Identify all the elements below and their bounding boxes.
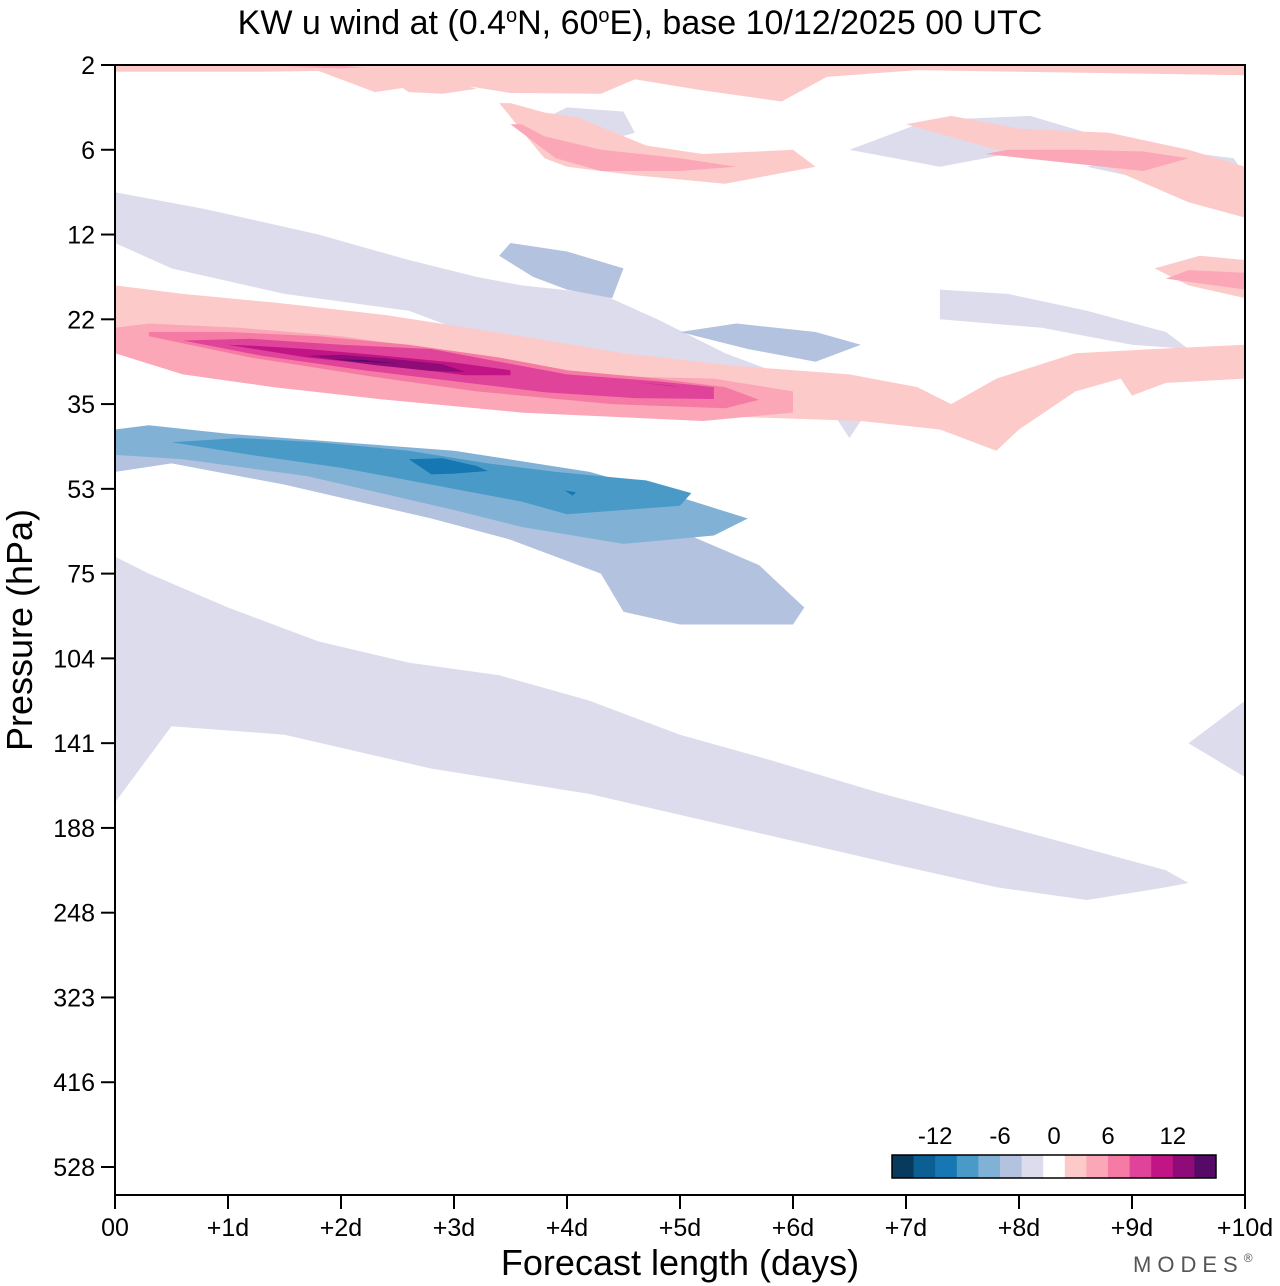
colorbar-swatch-12 (1151, 1155, 1174, 1178)
contour-neg10-shape-0 (408, 458, 488, 475)
y-axis-title: Pressure (hPa) (0, 509, 40, 751)
colorbar-swatch-5 (1000, 1155, 1023, 1178)
colorbar-label-1: -6 (989, 1123, 1010, 1150)
colorbar-swatch-8 (1064, 1155, 1087, 1178)
x-tick-label-1: +1d (207, 1214, 249, 1242)
contour-pos2-shape-4 (374, 69, 477, 94)
contour-neg4-shape-2 (680, 323, 861, 362)
contour-pos2-shape-1 (115, 65, 1245, 102)
colorbar-swatch-13 (1172, 1155, 1195, 1178)
x-tick-label-2: +2d (320, 1214, 362, 1242)
colorbar-swatch-1 (913, 1155, 936, 1178)
contour-neg4-shape-1 (499, 243, 624, 299)
colorbar-swatch-9 (1086, 1155, 1109, 1178)
y-tick-label-5: 53 (67, 476, 95, 504)
contour-neg2-shape-2 (939, 289, 1189, 349)
contour-neg8-shape-0 (171, 438, 692, 515)
colorbar-swatch-14 (1194, 1155, 1217, 1178)
y-tick-label-8: 141 (53, 730, 95, 758)
contour-pos12-shape-0 (307, 354, 466, 372)
x-tick-label-0: 00 (101, 1214, 129, 1242)
x-tick-label-6: +6d (772, 1214, 814, 1242)
x-tick-label-3: +3d (433, 1214, 475, 1242)
y-tick-label-0: 2 (81, 52, 95, 80)
x-tick-label-9: +9d (1111, 1214, 1153, 1242)
colorbar-label-2: 0 (1047, 1123, 1060, 1150)
colorbar-swatch-2 (935, 1155, 958, 1178)
y-tick-label-4: 35 (67, 391, 95, 419)
colorbar-label-3: 6 (1101, 1123, 1114, 1150)
contour-pos10-shape-1 (634, 382, 680, 388)
colorbar-swatch-4 (978, 1155, 1001, 1178)
y-tick-label-12: 416 (53, 1069, 95, 1097)
colorbar-label-4: 12 (1159, 1123, 1186, 1150)
y-tick-label-1: 6 (81, 137, 95, 165)
x-tick-label-7: +7d (885, 1214, 927, 1242)
brand-mark: ® (1244, 1251, 1259, 1265)
contour-pos14-shape-0 (329, 359, 398, 364)
contour-neg4-shape-0 (115, 433, 805, 625)
y-tick-label-13: 528 (53, 1154, 95, 1182)
colorbar-swatch-3 (956, 1155, 979, 1178)
colorbar-swatch-6 (1021, 1155, 1044, 1178)
y-tick-label-3: 22 (67, 306, 95, 334)
y-tick-label-9: 188 (53, 815, 95, 843)
y-tick-label-11: 323 (53, 984, 95, 1012)
colorbar-label-0: -12 (918, 1123, 953, 1150)
x-axis: 00 +1d +2d +3d +4d +5d +6d +7d +8d +9d +10d (101, 1195, 1273, 1242)
title-degree-2: o (598, 5, 609, 27)
brand-name: MODES (1133, 1252, 1244, 1277)
y-axis: 2 6 12 22 35 53 75 104 141 188 248 323 416 528 (53, 52, 115, 1182)
contour-pos4-shape-1 (510, 124, 737, 171)
brand-logo: MODES® (1133, 1251, 1259, 1277)
x-tick-label-10: +10d (1217, 1214, 1273, 1242)
colorbar-swatch-7 (1043, 1155, 1066, 1178)
x-tick-label-4: +4d (546, 1214, 588, 1242)
x-tick-label-5: +5d (659, 1214, 701, 1242)
title-part-1: KW u wind at (0.4 (238, 4, 506, 42)
contour-neg2-shape-1 (115, 192, 861, 438)
contour-pos4-shape-2 (985, 149, 1189, 171)
x-axis-title: Forecast length (days) (501, 1242, 859, 1283)
colorbar-swatch-11 (1129, 1155, 1152, 1178)
x-tick-label-8: +8d (998, 1214, 1040, 1242)
contour-pos4-shape-3 (1165, 270, 1245, 290)
title-degree-1: o (506, 5, 517, 27)
chart-title: KW u wind at (0.4oN, 60oE), base 10/12/2… (238, 4, 1043, 42)
title-part-2: N, 60 (517, 4, 598, 42)
contour-fills (115, 65, 1245, 900)
contour-neg10-shape-1 (564, 490, 576, 496)
colorbar-swatch-10 (1108, 1155, 1131, 1178)
title-part-3: E), base 10/12/2025 00 UTC (610, 4, 1043, 42)
contour-pos2-shape-3 (906, 115, 1245, 218)
contour-neg2-shape-0 (115, 556, 1189, 900)
y-tick-label-2: 12 (67, 222, 95, 250)
contour-pos2-shape-0 (115, 285, 1245, 451)
colorbar-frame (891, 1154, 1217, 1179)
colorbar: -12 -6 0 6 12 (891, 1123, 1217, 1179)
y-tick-label-10: 248 (53, 900, 95, 928)
y-tick-label-7: 104 (53, 645, 95, 673)
contour-pos4-shape-4 (284, 65, 364, 69)
colorbar-swatch-0 (892, 1155, 915, 1178)
y-tick-label-6: 75 (67, 561, 95, 589)
contour-neg2-shape-6 (1188, 700, 1245, 778)
